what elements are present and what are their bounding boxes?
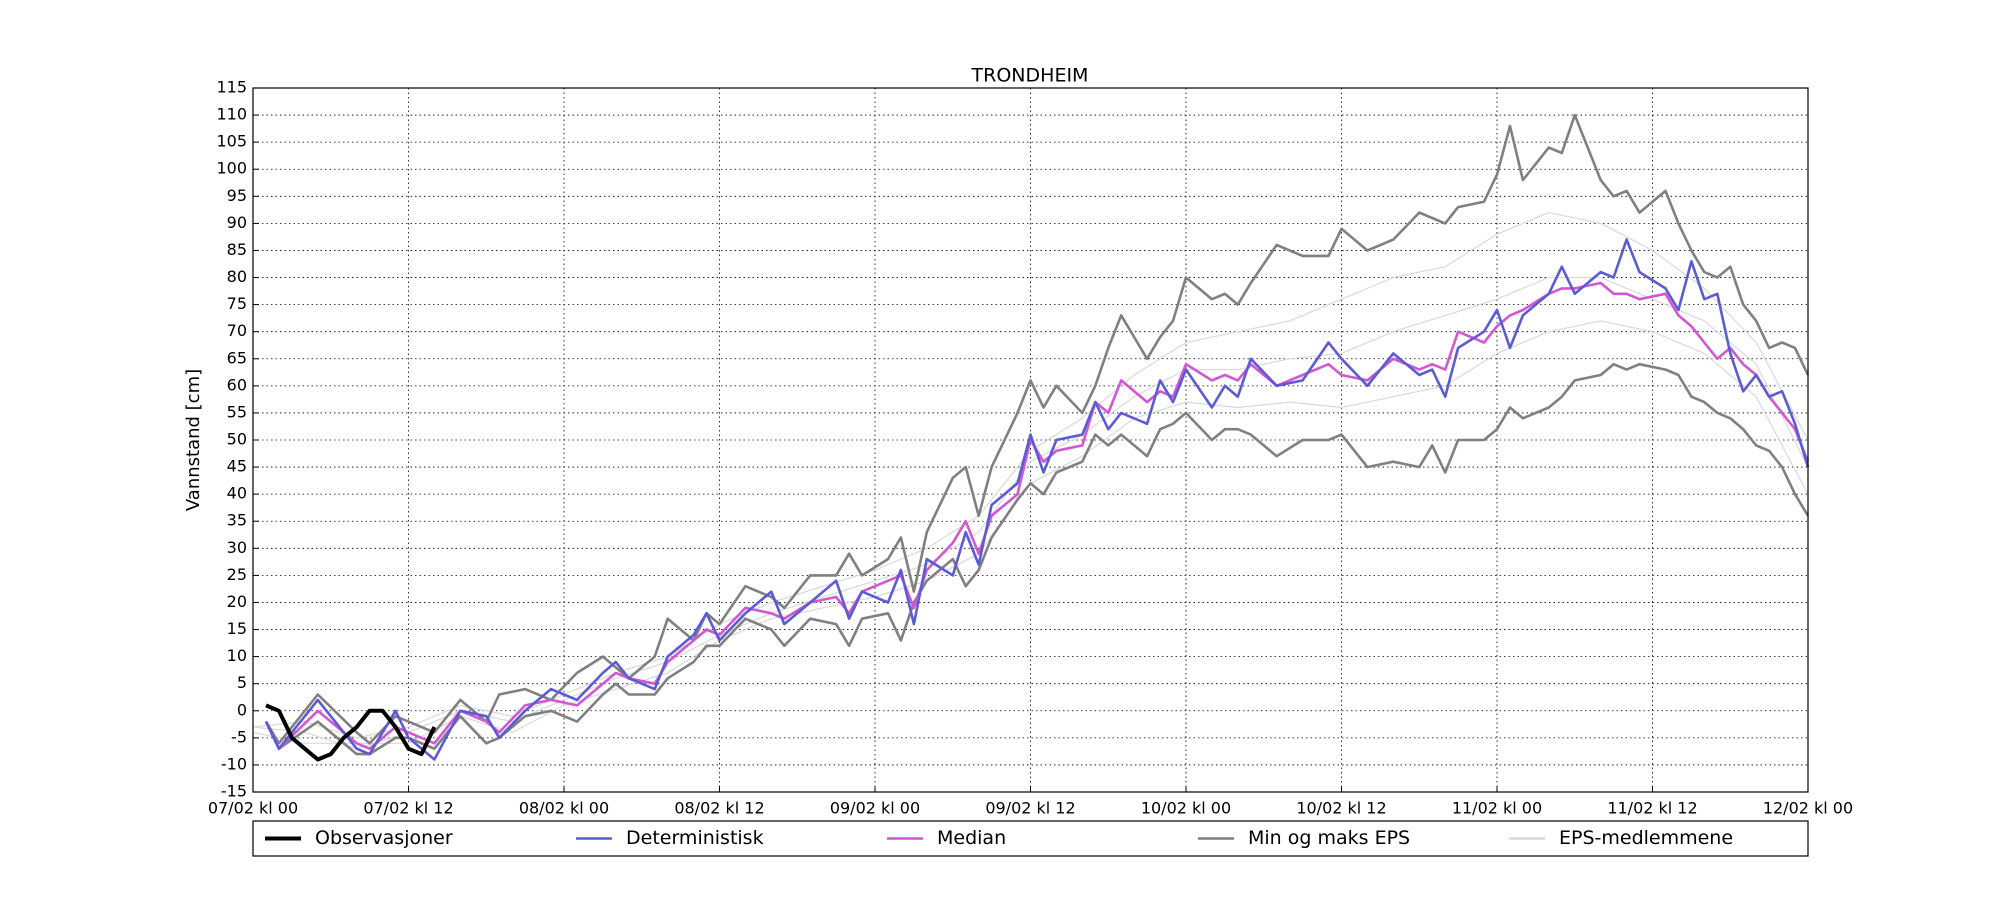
y-tick-label: 40 — [227, 484, 247, 503]
y-tick-label: 105 — [216, 132, 247, 151]
eps-member-line — [252, 212, 1809, 739]
y-tick-label: -15 — [221, 782, 247, 801]
y-tick-label: 15 — [227, 619, 247, 638]
y-tick-label: 70 — [227, 321, 247, 340]
y-tick-label: 115 — [216, 78, 247, 97]
x-tick-label: 08/02 kl 00 — [519, 799, 609, 818]
plot-frame — [252, 87, 1809, 793]
y-tick-label: -5 — [231, 727, 247, 746]
chart-title: TRONDHEIM — [971, 65, 1089, 87]
y-tick-label: 80 — [227, 267, 247, 286]
y-tick-label: 0 — [237, 700, 247, 719]
y-tick-label: 35 — [227, 511, 247, 530]
eps-member-line — [252, 276, 1809, 750]
x-tick-label: 12/02 kl 00 — [1763, 799, 1853, 818]
y-axis-label: Vannstand [cm] — [183, 369, 204, 511]
y-tick-label: 10 — [227, 646, 247, 665]
x-tick-label: 08/02 kl 12 — [674, 799, 764, 818]
x-tick-label: 09/02 kl 12 — [985, 799, 1075, 818]
x-tick-label: 10/02 kl 00 — [1141, 799, 1231, 818]
series-line — [264, 238, 1810, 761]
eps-member-line — [252, 320, 1809, 744]
y-tick-label: 55 — [227, 402, 247, 421]
legend-box — [252, 820, 1809, 857]
legend-label: EPS-medlemmene — [1559, 827, 1733, 849]
y-tick-label: 60 — [227, 375, 247, 394]
x-tick-label: 09/02 kl 00 — [830, 799, 920, 818]
x-tick-label: 10/02 kl 12 — [1296, 799, 1386, 818]
series-line — [265, 703, 437, 762]
y-tick-label: 5 — [237, 673, 247, 692]
x-tick-label: 11/02 kl 00 — [1452, 799, 1542, 818]
eps-min-line — [264, 362, 1810, 756]
y-tick-label: 75 — [227, 294, 247, 313]
y-tick-label: 65 — [227, 348, 247, 367]
y-tick-label: 95 — [227, 186, 247, 205]
y-tick-label: 20 — [227, 592, 247, 611]
series-line — [264, 281, 1810, 750]
y-tick-label: 85 — [227, 240, 247, 259]
legend-label: Min og maks EPS — [1248, 827, 1410, 849]
y-tick-label: 25 — [227, 565, 247, 584]
y-tick-label: -10 — [221, 754, 247, 773]
legend-label: Deterministisk — [626, 827, 764, 849]
x-tick-label: 11/02 kl 12 — [1607, 799, 1697, 818]
y-tick-label: 30 — [227, 538, 247, 557]
y-tick-label: 50 — [227, 430, 247, 449]
x-tick-label: 07/02 kl 00 — [208, 799, 298, 818]
y-tick-label: 110 — [216, 105, 247, 124]
y-tick-label: 90 — [227, 213, 247, 232]
legend-label: Observasjoner — [315, 827, 453, 849]
y-tick-label: 45 — [227, 457, 247, 476]
eps-max-line — [264, 113, 1810, 745]
y-tick-label: 100 — [216, 159, 247, 178]
x-tick-label: 07/02 kl 12 — [363, 799, 453, 818]
legend-label: Median — [937, 827, 1006, 849]
